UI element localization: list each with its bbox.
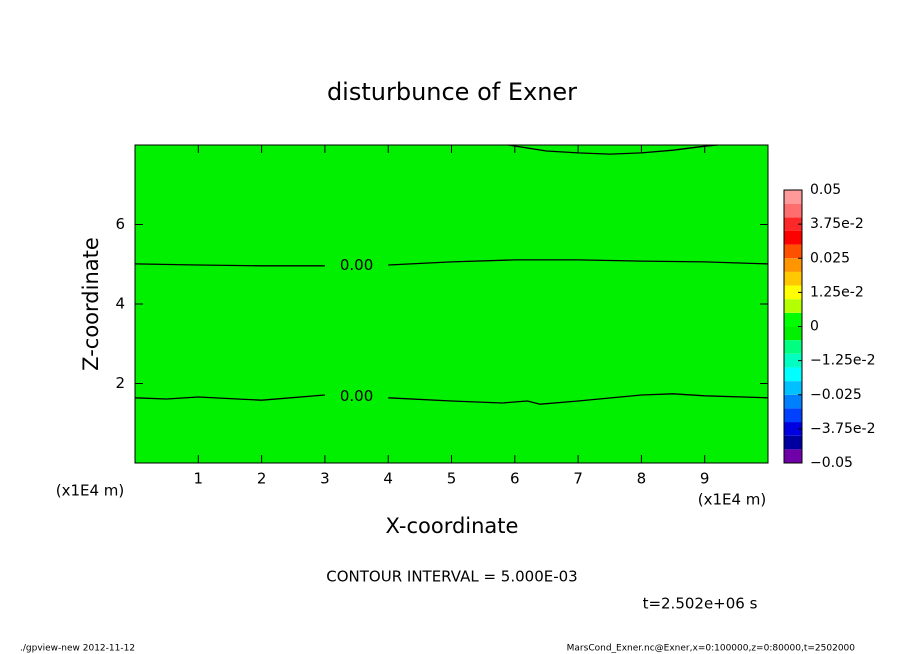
colorbar-band xyxy=(784,285,802,300)
colorbar-band xyxy=(784,271,802,286)
footer-left: ./gpview-new 2012-11-12 xyxy=(20,644,135,654)
x-tick-label: 8 xyxy=(637,470,647,488)
colorbar-band xyxy=(784,190,802,204)
x-tick-label: 4 xyxy=(383,470,393,488)
x-unit: (x1E4 m) xyxy=(698,491,767,509)
colorbar-label: 1.25e-2 xyxy=(810,284,864,300)
x-tick-label: 7 xyxy=(573,470,583,488)
colorbar-band xyxy=(784,312,802,327)
colorbar-band xyxy=(784,408,802,423)
contour-label: 0.00 xyxy=(340,387,373,405)
contour-label: 0.00 xyxy=(340,256,373,274)
colorbar-band xyxy=(784,244,802,259)
x-tick-label: 5 xyxy=(447,470,457,488)
colorbar-label: 3.75e-2 xyxy=(810,216,864,232)
colorbar-band xyxy=(784,217,802,231)
colorbar-band xyxy=(784,340,802,354)
y-tick-label: 6 xyxy=(115,215,125,233)
colorbar-band xyxy=(784,326,802,341)
y-tick-label: 2 xyxy=(115,374,125,392)
colorbar-label: −0.025 xyxy=(810,387,862,403)
colorbar-band xyxy=(784,422,802,436)
colorbar-band xyxy=(784,367,802,382)
y-axis-label: Z-coordinate xyxy=(79,237,103,371)
contour-line xyxy=(134,259,769,267)
x-tick-label: 2 xyxy=(257,470,267,488)
y-unit: (x1E4 m) xyxy=(56,482,125,500)
x-tick-label: 9 xyxy=(700,470,710,488)
contour-interval: CONTOUR INTERVAL = 5.000E-03 xyxy=(326,568,577,586)
x-tick-label: 1 xyxy=(194,470,204,488)
colorbar-band xyxy=(784,299,802,313)
colorbar-band xyxy=(784,353,802,368)
colorbar-label: −3.75e-2 xyxy=(810,421,875,437)
y-tick-label: 4 xyxy=(115,295,125,313)
colorbar-band xyxy=(784,394,802,409)
colorbar-label: −0.05 xyxy=(810,455,853,471)
colorbar-band xyxy=(784,230,802,245)
chart-title: disturbunce of Exner xyxy=(327,78,577,106)
contour-line xyxy=(134,393,769,405)
colorbar-band xyxy=(784,449,802,463)
colorbar-band xyxy=(784,258,802,272)
colorbar-label: 0.05 xyxy=(810,182,841,198)
colorbar-label: 0.025 xyxy=(810,250,850,266)
colorbar-label: 0 xyxy=(810,319,819,335)
footer-right: MarsCond_Exner.nc@Exner,x=0:100000,z=0:8… xyxy=(567,644,856,654)
x-tick-label: 6 xyxy=(510,470,520,488)
colorbar-band xyxy=(784,203,802,218)
contour-line xyxy=(508,144,718,155)
x-tick-label: 3 xyxy=(320,470,330,488)
time-label: t=2.502e+06 s xyxy=(643,595,758,613)
colorbar-label: −1.25e-2 xyxy=(810,353,875,369)
x-axis-label: X-coordinate xyxy=(386,514,519,538)
field xyxy=(135,145,768,463)
colorbar-band xyxy=(784,381,802,395)
colorbar-band xyxy=(784,435,802,450)
